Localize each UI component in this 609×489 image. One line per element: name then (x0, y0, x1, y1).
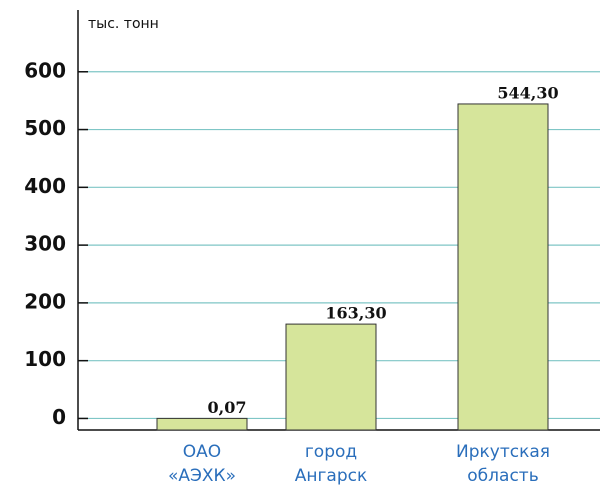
bar (156, 417, 248, 431)
x-tick-label: Иркутская (456, 442, 550, 462)
value-label: 0,07 (208, 398, 247, 417)
y-tick-label: 400 (24, 174, 66, 198)
x-tick-label: ОАО (183, 442, 221, 462)
y-tick-label: 300 (24, 232, 66, 256)
y-tick-label: 100 (24, 347, 66, 371)
y-axis-label: тыс. тонн (88, 16, 159, 32)
y-tick-label: 600 (24, 58, 66, 82)
x-tick-label: Ангарск (295, 466, 368, 486)
x-tick-label: область (467, 466, 538, 486)
x-tick-label: город (305, 442, 357, 462)
value-label: 544,30 (497, 83, 558, 102)
y-tick-label: 0 (52, 405, 66, 429)
value-label: 163,30 (325, 304, 386, 323)
bar (457, 103, 549, 431)
y-tick-label: 500 (24, 116, 66, 140)
y-tick-label: 200 (24, 289, 66, 313)
x-tick-label: «АЭХК» (168, 466, 236, 486)
bar (285, 323, 377, 431)
